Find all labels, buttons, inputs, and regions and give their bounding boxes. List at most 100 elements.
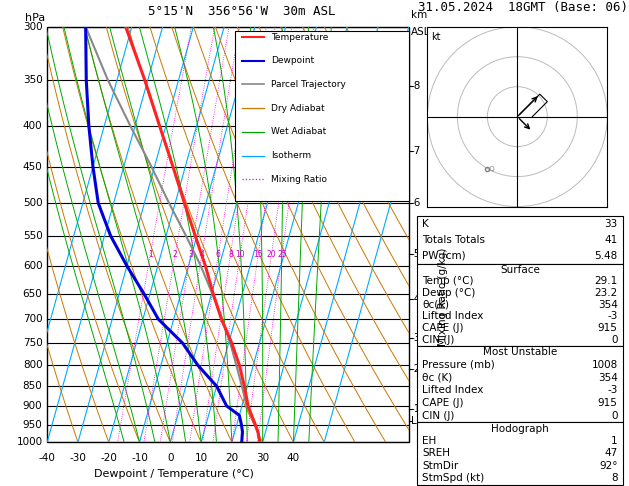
Text: -1: -1: [411, 404, 421, 414]
Text: 23.2: 23.2: [594, 288, 618, 298]
Text: 800: 800: [23, 360, 43, 370]
Text: CIN (J): CIN (J): [422, 411, 454, 421]
Text: 41: 41: [604, 235, 618, 245]
Text: 2: 2: [173, 250, 177, 259]
Text: -3: -3: [608, 385, 618, 395]
Text: CAPE (J): CAPE (J): [422, 398, 464, 408]
Bar: [235, 31, 409, 201]
Text: 8: 8: [611, 473, 618, 483]
Text: 300: 300: [23, 22, 43, 32]
Text: -2: -2: [411, 364, 421, 374]
Text: 25: 25: [277, 250, 287, 259]
Text: 20: 20: [225, 452, 238, 463]
Text: Dry Adiabat: Dry Adiabat: [271, 104, 325, 113]
Text: -5: -5: [411, 249, 421, 259]
Text: Temperature: Temperature: [271, 33, 329, 42]
Text: Wet Adiabat: Wet Adiabat: [271, 127, 326, 137]
Text: -4: -4: [411, 294, 421, 304]
Text: Most Unstable: Most Unstable: [482, 347, 557, 357]
Text: 30: 30: [256, 452, 269, 463]
Text: 5.48: 5.48: [594, 251, 618, 261]
Text: Isotherm: Isotherm: [271, 151, 311, 160]
Text: -3: -3: [608, 312, 618, 321]
Text: 550: 550: [23, 231, 43, 241]
Text: 0: 0: [611, 411, 618, 421]
Text: Temp (°C): Temp (°C): [422, 277, 474, 286]
Text: 1: 1: [148, 250, 153, 259]
Text: -6: -6: [411, 198, 421, 208]
Text: 8: 8: [228, 250, 233, 259]
Text: ASL: ASL: [411, 27, 430, 37]
Text: θᴄ(K): θᴄ(K): [422, 300, 449, 310]
Text: 354: 354: [598, 300, 618, 310]
Text: SREH: SREH: [422, 449, 450, 458]
Text: θᴄ (K): θᴄ (K): [422, 373, 452, 382]
Text: 33: 33: [604, 219, 618, 229]
Text: 1008: 1008: [591, 360, 618, 370]
Text: 29.1: 29.1: [594, 277, 618, 286]
Text: kt: kt: [431, 32, 440, 42]
Text: 650: 650: [23, 289, 43, 298]
Text: Mixing Ratio (g/kg): Mixing Ratio (g/kg): [438, 248, 448, 346]
Bar: [47, 27, 409, 442]
Text: 915: 915: [598, 323, 618, 333]
Text: Surface: Surface: [500, 265, 540, 275]
Text: 400: 400: [23, 121, 43, 131]
Text: Totals Totals: Totals Totals: [422, 235, 485, 245]
Text: 850: 850: [23, 381, 43, 391]
Text: 750: 750: [23, 338, 43, 348]
Text: K: K: [422, 219, 429, 229]
Text: 1000: 1000: [16, 437, 43, 447]
Text: 6: 6: [216, 250, 221, 259]
Text: Dewpoint / Temperature (°C): Dewpoint / Temperature (°C): [94, 469, 253, 479]
Text: 10: 10: [194, 452, 208, 463]
Text: Pressure (mb): Pressure (mb): [422, 360, 495, 370]
Text: Lifted Index: Lifted Index: [422, 385, 484, 395]
Text: 5°15'N  356°56'W  30m ASL: 5°15'N 356°56'W 30m ASL: [148, 5, 336, 18]
Text: Lifted Index: Lifted Index: [422, 312, 484, 321]
Text: LCL: LCL: [411, 416, 430, 426]
Text: Dewp (°C): Dewp (°C): [422, 288, 476, 298]
Text: 92°: 92°: [599, 461, 618, 471]
Text: 915: 915: [598, 398, 618, 408]
Text: PW (cm): PW (cm): [422, 251, 465, 261]
Text: 350: 350: [23, 75, 43, 85]
Text: 450: 450: [23, 162, 43, 172]
Text: -3: -3: [411, 333, 421, 343]
Text: Parcel Trajectory: Parcel Trajectory: [271, 80, 347, 89]
Text: 0: 0: [167, 452, 174, 463]
Text: StmSpd (kt): StmSpd (kt): [422, 473, 484, 483]
Text: 4: 4: [199, 250, 204, 259]
Text: 31.05.2024  18GMT (Base: 06): 31.05.2024 18GMT (Base: 06): [418, 0, 628, 14]
Text: 0: 0: [611, 335, 618, 345]
Text: 40: 40: [287, 452, 300, 463]
Text: 600: 600: [23, 261, 43, 271]
Text: Hodograph: Hodograph: [491, 424, 548, 434]
Text: 3: 3: [188, 250, 193, 259]
Text: 700: 700: [23, 314, 43, 324]
Text: 15: 15: [253, 250, 263, 259]
Text: 47: 47: [604, 449, 618, 458]
Text: StmDir: StmDir: [422, 461, 459, 471]
Text: 500: 500: [23, 198, 43, 208]
Text: 900: 900: [23, 401, 43, 411]
Text: 1: 1: [611, 436, 618, 446]
Text: 10: 10: [235, 250, 245, 259]
Text: 950: 950: [23, 419, 43, 430]
Text: -20: -20: [100, 452, 117, 463]
Text: -10: -10: [131, 452, 148, 463]
Text: km: km: [411, 11, 427, 20]
Text: -30: -30: [70, 452, 86, 463]
Text: 354: 354: [598, 373, 618, 382]
Text: Mixing Ratio: Mixing Ratio: [271, 175, 328, 184]
Text: hPa: hPa: [25, 13, 46, 22]
Text: CAPE (J): CAPE (J): [422, 323, 464, 333]
Text: EH: EH: [422, 436, 437, 446]
Text: Q: Q: [487, 166, 495, 172]
Text: 20: 20: [267, 250, 276, 259]
Text: -7: -7: [411, 146, 421, 156]
Text: CIN (J): CIN (J): [422, 335, 454, 345]
Text: Dewpoint: Dewpoint: [271, 56, 314, 65]
Text: -8: -8: [411, 81, 421, 91]
Text: -40: -40: [39, 452, 55, 463]
